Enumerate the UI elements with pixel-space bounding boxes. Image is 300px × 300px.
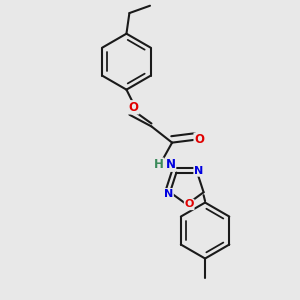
Text: H: H (154, 158, 164, 171)
Text: N: N (194, 166, 203, 176)
Text: O: O (184, 200, 194, 209)
Text: O: O (129, 101, 139, 114)
Text: O: O (194, 133, 204, 146)
Text: N: N (164, 189, 173, 199)
Text: N: N (166, 158, 176, 171)
